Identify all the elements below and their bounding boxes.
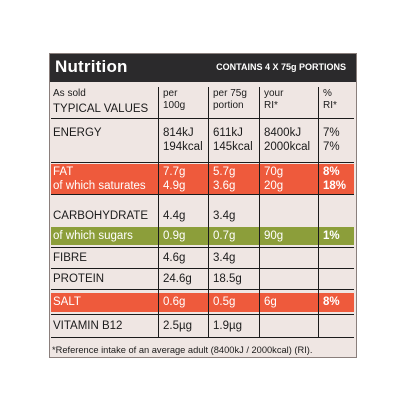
saturates-pct: 18%: [323, 180, 347, 192]
per100-header-line1: per: [163, 88, 178, 99]
per100-header-line2: 100g: [163, 100, 186, 111]
salt-per100: 0.6g: [163, 296, 186, 308]
divider-fat: [51, 194, 354, 195]
saturates-per75: 3.6g: [213, 180, 236, 192]
salt-label: SALT: [53, 296, 81, 308]
column-divider-3: [259, 87, 260, 338]
energy-per100-kcal: 194kcal: [163, 141, 203, 153]
sugars-per100: 0.9g: [163, 230, 186, 242]
fat-ri: 70g: [264, 166, 284, 178]
carbohydrate-per75: 3.4g: [213, 210, 236, 222]
divider-sugars: [51, 247, 354, 248]
portions-text: CONTAINS 4 X 75g PORTIONS: [216, 62, 346, 72]
carbohydrate-label: CARBOHYDRATE: [53, 210, 148, 222]
divider-salt: [51, 314, 354, 315]
fibre-per75: 3.4g: [213, 252, 236, 264]
ri-header-line2: RI*: [264, 100, 278, 111]
per75-header-line1: per 75g: [213, 88, 247, 99]
protein-per75: 18.5g: [213, 273, 242, 285]
fat-per100: 7.7g: [163, 166, 186, 178]
salt-ri: 6g: [264, 296, 277, 308]
salt-pct: 8%: [323, 296, 340, 308]
column-divider-2: [208, 87, 209, 338]
divider-protein: [51, 289, 354, 290]
divider-header: [51, 118, 354, 119]
fibre-per100: 4.6g: [163, 252, 186, 264]
column-divider-1: [158, 87, 159, 338]
energy-per100-kj: 814kJ: [163, 127, 194, 139]
b12-label: VITAMIN B12: [53, 320, 123, 332]
b12-per75: 1.9µg: [213, 320, 243, 332]
saturates-ri: 20g: [264, 180, 284, 192]
pct-header-line1: %: [323, 88, 332, 99]
fat-label: FAT: [53, 166, 74, 178]
energy-ri-kj: 8400kJ: [264, 127, 302, 139]
energy-pct-kj: 7%: [323, 127, 340, 139]
nutrition-title: Nutrition: [55, 57, 128, 76]
footnote: *Reference intake of an average adult (8…: [52, 345, 313, 355]
divider-fibre: [51, 268, 354, 269]
fat-per75: 5.7g: [213, 166, 236, 178]
column-divider-4: [318, 87, 319, 338]
divider-b12: [51, 337, 354, 338]
fibre-label: FIBRE: [53, 252, 87, 264]
ri-header-line1: your: [264, 88, 284, 99]
energy-pct-kcal: 7%: [323, 141, 340, 153]
nutrition-label: Nutrition CONTAINS 4 X 75g PORTIONS As s…: [49, 53, 357, 358]
saturates-label: of which saturates: [53, 180, 146, 192]
energy-label: ENERGY: [53, 127, 102, 139]
nutrition-header: Nutrition CONTAINS 4 X 75g PORTIONS: [50, 54, 356, 82]
sugars-per75: 0.7g: [213, 230, 236, 242]
salt-per75: 0.5g: [213, 296, 236, 308]
protein-per100: 24.6g: [163, 273, 192, 285]
energy-per75-kcal: 145kcal: [213, 141, 253, 153]
pct-header-line2: RI*: [323, 100, 337, 111]
carbohydrate-per100: 4.4g: [163, 210, 186, 222]
protein-label: PROTEIN: [53, 273, 105, 285]
sugars-pct: 1%: [323, 230, 340, 242]
sugars-label: of which sugars: [53, 230, 133, 242]
as-sold-label: As sold: [53, 88, 86, 99]
typical-values-label: TYPICAL VALUES: [53, 103, 149, 115]
per75-header-line2: portion: [213, 100, 244, 111]
sugars-band: of which sugars 0.9g 0.7g 90g 1%: [51, 227, 354, 245]
saturates-per100: 4.9g: [163, 180, 186, 192]
sugars-ri: 90g: [264, 230, 284, 242]
fat-pct: 8%: [323, 166, 340, 178]
energy-per75-kj: 611kJ: [213, 127, 243, 139]
divider-energy: [51, 162, 354, 163]
fat-band: FAT of which saturates 7.7g 4.9g 5.7g 3.…: [51, 164, 354, 194]
b12-per100: 2.5µg: [163, 320, 193, 332]
energy-ri-kcal: 2000kcal: [264, 141, 311, 153]
salt-band: SALT 0.6g 0.5g 6g 8%: [51, 293, 354, 312]
